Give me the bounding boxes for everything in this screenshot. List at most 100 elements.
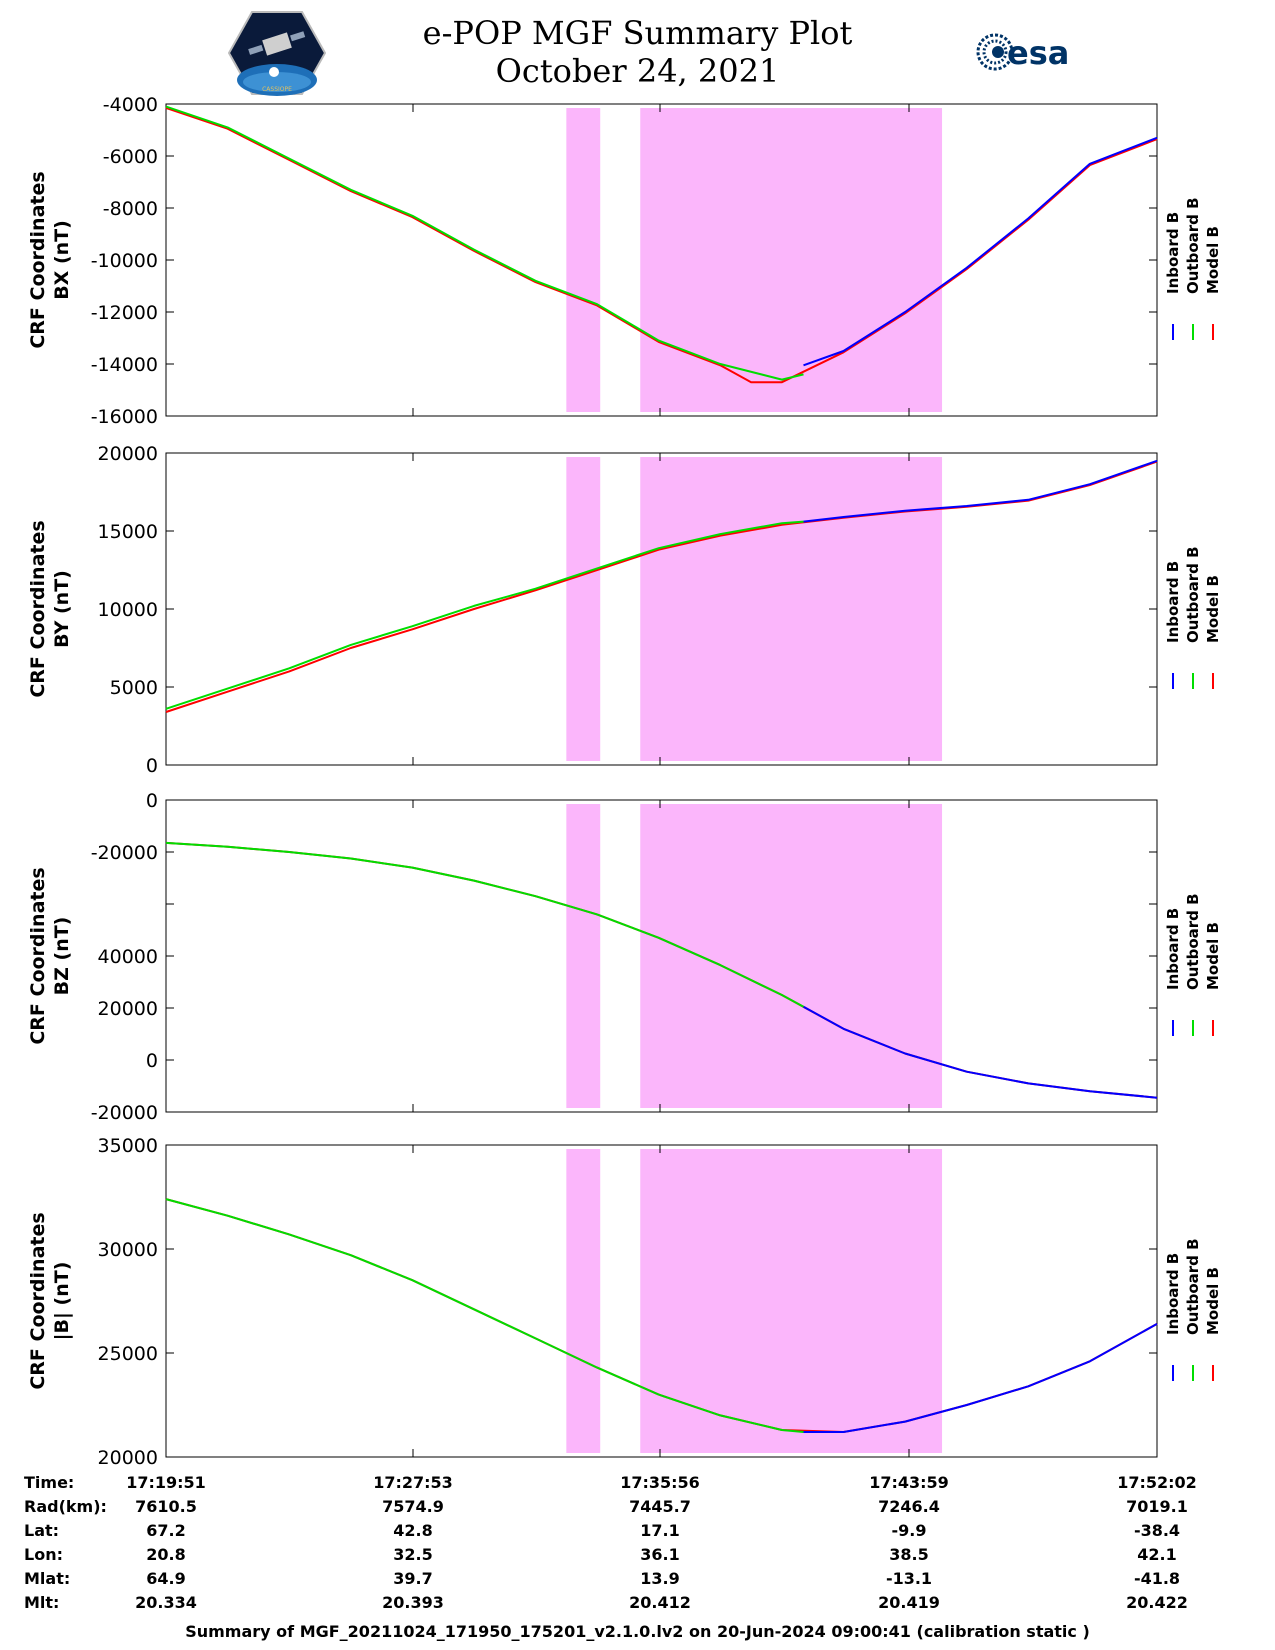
ephemeris-value: 17:19:51 [126, 1473, 206, 1492]
y-tick-label: 0 [146, 755, 158, 777]
y-tick-label: 20000 [98, 443, 158, 465]
title-line-2: October 24, 2021 [495, 52, 780, 90]
y-tick-label: -6000 [103, 146, 158, 168]
legend-label: Outboard B [1184, 546, 1202, 643]
legend-label: Model B [1204, 226, 1222, 294]
ephemeris-value: 7445.7 [629, 1497, 691, 1516]
ephemeris-value: -41.8 [1134, 1569, 1180, 1588]
panel-3: 35000 30000 25000 20000 CRF Coordinates |B| (… [27, 1135, 1222, 1469]
shaded-interval-1 [640, 108, 943, 412]
y-tick-label: 25000 [98, 1343, 158, 1365]
ephemeris-value: 20.393 [382, 1593, 444, 1612]
y-tick-label: -4000 [103, 94, 158, 116]
panel-1: 20000 15000 10000 5000 0 CRF Coordinates BY (n… [27, 443, 1222, 777]
ephemeris-value: 7019.1 [1126, 1497, 1188, 1516]
series-line-outboard-b [165, 1198, 804, 1433]
ephemeris-value: 32.5 [393, 1545, 432, 1564]
legend-label: Inboard B [1164, 908, 1182, 990]
ephemeris-row-label: Lon: [24, 1545, 63, 1564]
series-line-inboard-b [803, 1323, 1158, 1433]
y-tick-label: 30000 [98, 1239, 158, 1261]
ephemeris-value: 20.8 [146, 1545, 185, 1564]
y-tick-label: 20000 [98, 998, 158, 1020]
y-axis-label: CRF Coordinates BY (nT) [27, 520, 73, 697]
series-line-inboard-b [803, 136, 1158, 367]
series-line-outboard-b [165, 841, 804, 1008]
y-axis-label: CRF Coordinates BZ (nT) [27, 867, 73, 1044]
y-tick-label: -12000 [91, 302, 158, 324]
y-tick-label: 40000 [98, 946, 158, 968]
shaded-interval-1 [640, 1149, 943, 1453]
y-axis-label-line-1: CRF Coordinates [27, 1212, 49, 1389]
y-axis-label-line-1: CRF Coordinates [27, 520, 49, 697]
ephemeris-value: 20.422 [1126, 1593, 1188, 1612]
plot-frame [165, 1144, 1158, 1458]
ephemeris-row-label: Mlat: [24, 1569, 70, 1588]
summary-footer: Summary of MGF_20211024_171950_175201_v2… [185, 1622, 1090, 1641]
ephemeris-row-label: Time: [24, 1473, 74, 1492]
cassiope-logo: CASSIOPE [228, 11, 326, 96]
y-axis-label: CRF Coordinates BX (nT) [27, 171, 73, 348]
y-tick-label: 0 [146, 790, 158, 812]
y-tick-label: -10000 [91, 250, 158, 272]
ephemeris-value: -13.1 [886, 1569, 932, 1588]
y-tick-label: 20000 [98, 1447, 158, 1469]
y-axis-label-line-2: BX (nT) [51, 220, 73, 300]
shaded-interval-1 [640, 804, 943, 1108]
ephemeris-value: -9.9 [892, 1521, 927, 1540]
y-tick-label: -20000 [91, 842, 158, 864]
y-axis-label-line-1: CRF Coordinates [27, 171, 49, 348]
panel-2: 0 -20000 40000 20000 0 -20000 CRF Coordinates B… [27, 790, 1222, 1124]
ephemeris-value: 17.1 [640, 1521, 679, 1540]
ephemeris-value: 39.7 [393, 1569, 432, 1588]
ephemeris-value: 20.412 [629, 1593, 691, 1612]
y-axis-label-line-2: BZ (nT) [51, 917, 73, 996]
legend-label: Outboard B [1184, 1238, 1202, 1335]
legend-label: Outboard B [1184, 893, 1202, 990]
y-tick-label: 0 [146, 1050, 158, 1072]
y-axis-label-line-1: CRF Coordinates [27, 867, 49, 1044]
ephemeris-value: 13.9 [640, 1569, 679, 1588]
ephemeris-value: 42.1 [1137, 1545, 1176, 1564]
shaded-interval-0 [566, 457, 601, 761]
esa-logo: esa [976, 33, 1069, 72]
legend-label: Outboard B [1184, 197, 1202, 294]
ephemeris-row-label: Lat: [24, 1521, 59, 1540]
ephemeris-value: 17:52:02 [1117, 1473, 1197, 1492]
y-tick-label: -16000 [91, 406, 158, 428]
ephemeris-value: 17:43:59 [869, 1473, 949, 1492]
shaded-interval-0 [566, 804, 601, 1108]
shaded-interval-0 [566, 1149, 601, 1453]
ephemeris-value: 7574.9 [382, 1497, 444, 1516]
series-line-inboard-b [803, 459, 1158, 523]
legend-label: Model B [1204, 575, 1222, 643]
ephemeris-value: 20.419 [878, 1593, 940, 1612]
shaded-interval-1 [640, 457, 943, 761]
ephemeris-value: 36.1 [640, 1545, 679, 1564]
page-title: e-POP MGF Summary Plot October 24, 2021 [0, 14, 1275, 90]
series-line-outboard-b [165, 520, 804, 710]
y-axis-label-line-2: |B| (nT) [51, 1262, 73, 1341]
y-axis-label: CRF Coordinates |B| (nT) [27, 1212, 73, 1389]
ephemeris-value: 20.334 [135, 1593, 197, 1612]
svg-text:CASSIOPE: CASSIOPE [262, 86, 292, 93]
y-tick-label: 10000 [98, 599, 158, 621]
legend-label: Inboard B [1164, 212, 1182, 294]
y-tick-label: -8000 [103, 198, 158, 220]
svg-text:esa: esa [1007, 34, 1069, 72]
ephemeris-value: 38.5 [889, 1545, 928, 1564]
ephemeris-row-label: Rad(km): [24, 1497, 107, 1516]
y-tick-label: 15000 [98, 521, 158, 543]
y-tick-label: -14000 [91, 354, 158, 376]
ephemeris-row-label: Mlt: [24, 1593, 59, 1612]
y-tick-label: 5000 [110, 677, 158, 699]
ephemeris-value: 17:27:53 [373, 1473, 453, 1492]
legend-label: Inboard B [1164, 1253, 1182, 1335]
ephemeris-value: 7610.5 [135, 1497, 197, 1516]
y-tick-label: -20000 [91, 1102, 158, 1124]
ephemeris-value: 7246.4 [878, 1497, 940, 1516]
title-line-1: e-POP MGF Summary Plot [422, 14, 853, 52]
legend-label: Model B [1204, 1267, 1222, 1335]
legend-label: Inboard B [1164, 561, 1182, 643]
